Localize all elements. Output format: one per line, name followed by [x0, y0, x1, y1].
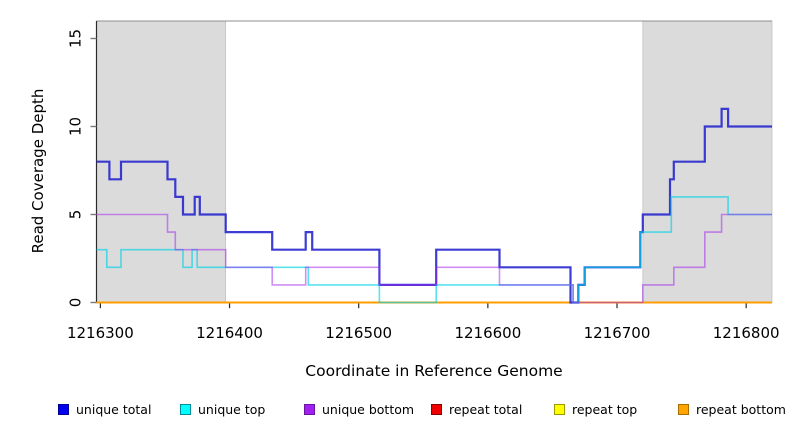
legend-item-repeat-bottom: repeat bottom [678, 399, 786, 419]
x-tick-label: 1216500 [325, 324, 392, 342]
legend-swatch-unique-top [180, 403, 191, 415]
legend-label: unique top [198, 401, 266, 417]
coverage-plot: 0 5 10 15 1216300 1216400 1216500 1216600 121670… [67, 20, 780, 342]
legend-item-unique-top: unique top [180, 399, 265, 419]
legend-item-repeat-total: repeat total [431, 399, 522, 419]
legend-item-unique-bottom: unique bottom [304, 399, 414, 419]
y-tick-label: 10 [67, 117, 85, 136]
legend-swatch-repeat-bottom [678, 403, 689, 415]
legend-item-repeat-top: repeat top [554, 399, 637, 419]
legend-swatch-unique-total [58, 403, 69, 415]
x-tick-label: 1216300 [67, 324, 134, 342]
x-tick-label: 1216600 [454, 324, 521, 342]
series-unique-bottom [96, 213, 772, 304]
legend-swatch-repeat-top [554, 403, 565, 415]
y-tick-label: 5 [67, 210, 85, 220]
x-tick-label: 1216700 [584, 324, 651, 342]
x-tick-label: 1216400 [196, 324, 263, 342]
y-tick-label: 15 [67, 29, 85, 48]
legend-label: unique total [76, 401, 152, 417]
legend-label: repeat top [572, 401, 638, 417]
legend-item-unique-total: unique total [58, 399, 151, 419]
y-axis-label: Read Coverage Depth [29, 88, 47, 254]
y-tick-label: 0 [67, 298, 85, 308]
legend-swatch-repeat-total [431, 403, 442, 415]
x-tick-label: 1216800 [713, 324, 780, 342]
legend-label: repeat total [449, 401, 523, 417]
legend-label: repeat bottom [696, 401, 786, 417]
x-axis-label: Coordinate in Reference Genome [305, 362, 563, 380]
series-unique-top [96, 196, 772, 304]
legend-label: unique bottom [322, 401, 415, 417]
legend-swatch-unique-bottom [304, 403, 315, 415]
legend: unique total unique top unique bottom re… [0, 399, 792, 421]
shaded-repeat-region [642, 20, 773, 304]
